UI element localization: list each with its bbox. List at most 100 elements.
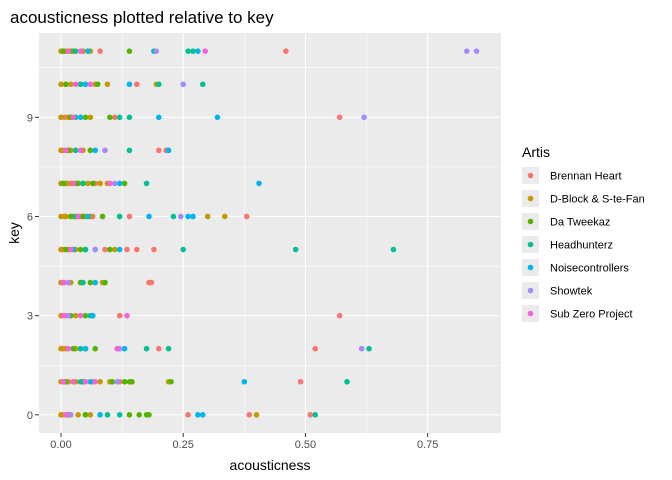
plot-panel (39, 33, 501, 433)
data-point (102, 246, 108, 253)
legend-item: Headhunterz (522, 236, 613, 253)
legend-label: Showtek (550, 286, 593, 298)
data-point (165, 147, 172, 154)
data-point (82, 81, 89, 88)
data-point (77, 147, 84, 154)
data-point (92, 345, 99, 352)
data-point (72, 48, 79, 54)
data-point (97, 180, 103, 187)
legend-key-dot (527, 287, 534, 294)
data-point (97, 48, 103, 54)
data-point (126, 213, 133, 220)
legend-title: Artis (522, 144, 550, 160)
x-tick-label: 0.50 (295, 439, 316, 451)
data-point (92, 246, 99, 253)
data-point (85, 48, 91, 54)
data-point (60, 378, 67, 385)
legend-items: Brennan Heart D-Block & S-te-Fan Da Tweeka… (522, 167, 645, 322)
data-point (58, 345, 64, 352)
legend-item: Noisecontrollers (522, 259, 629, 276)
data-point (111, 114, 118, 121)
data-point (256, 180, 262, 187)
chart-title: acousticness plotted relative to key (10, 8, 274, 27)
major-gridlines (39, 33, 501, 433)
data-point (72, 81, 79, 88)
data-point (312, 345, 319, 352)
data-point (77, 378, 84, 385)
data-point (168, 378, 174, 385)
data-point (190, 48, 196, 54)
data-point (155, 147, 162, 154)
data-point (65, 312, 72, 319)
data-point (246, 412, 253, 418)
legend-item: D-Block & S-te-Fan (522, 190, 645, 207)
y-tick-label: 3 (27, 311, 33, 323)
data-point (70, 180, 77, 187)
data-point (202, 48, 209, 54)
data-point (136, 412, 143, 418)
data-point (361, 114, 367, 121)
data-point (58, 147, 64, 154)
legend-key-dot (527, 310, 534, 317)
data-point (102, 147, 108, 154)
data-point (126, 81, 133, 88)
data-point (116, 412, 123, 418)
data-point (87, 147, 94, 154)
data-point (214, 114, 221, 121)
data-point (180, 246, 187, 253)
y-tick-label: 6 (27, 211, 33, 223)
data-point (151, 246, 157, 253)
data-point (107, 246, 113, 253)
data-point (58, 246, 64, 253)
data-point (297, 378, 304, 385)
data-points (58, 48, 480, 418)
data-point (185, 412, 191, 418)
data-point (87, 81, 94, 88)
data-point (58, 412, 64, 418)
data-point (82, 312, 89, 319)
legend-label: Da Tweekaz (550, 217, 610, 229)
data-point (336, 114, 343, 121)
data-point (116, 180, 123, 187)
data-point (133, 81, 140, 88)
data-point (77, 345, 84, 352)
data-point (153, 48, 160, 54)
data-point (77, 81, 84, 88)
data-point (199, 81, 206, 88)
data-point (344, 378, 350, 385)
legend-item: Da Tweekaz (522, 213, 610, 230)
data-point (111, 180, 118, 187)
data-point (65, 345, 72, 352)
data-point (70, 114, 77, 121)
data-point (97, 378, 103, 385)
data-point (89, 312, 96, 319)
data-point (116, 312, 123, 319)
data-point (82, 378, 89, 385)
legend-label: Brennan Heart (550, 171, 622, 183)
data-point (87, 279, 94, 286)
legend: Artis Brennan Heart D-Block & S-te-Fan Da … (522, 144, 645, 322)
data-point (204, 213, 211, 220)
data-point (92, 378, 99, 385)
data-point (77, 312, 84, 319)
data-point (104, 81, 111, 88)
x-axis-title: acousticness (230, 457, 311, 473)
x-tick-label: 0.75 (417, 439, 438, 451)
data-point (124, 312, 130, 319)
data-point (60, 312, 67, 319)
x-tick-label: 0.00 (50, 439, 71, 451)
data-point (63, 412, 69, 418)
data-point (60, 180, 67, 187)
data-point (94, 81, 101, 88)
data-point (70, 345, 77, 352)
data-point (243, 213, 250, 220)
data-point (390, 246, 397, 253)
data-point (92, 147, 99, 154)
legend-key-dot (527, 264, 534, 271)
data-point (70, 378, 77, 385)
data-point (185, 213, 191, 220)
data-point (143, 345, 150, 352)
data-point (116, 246, 123, 253)
y-tick-label: 9 (27, 112, 33, 124)
